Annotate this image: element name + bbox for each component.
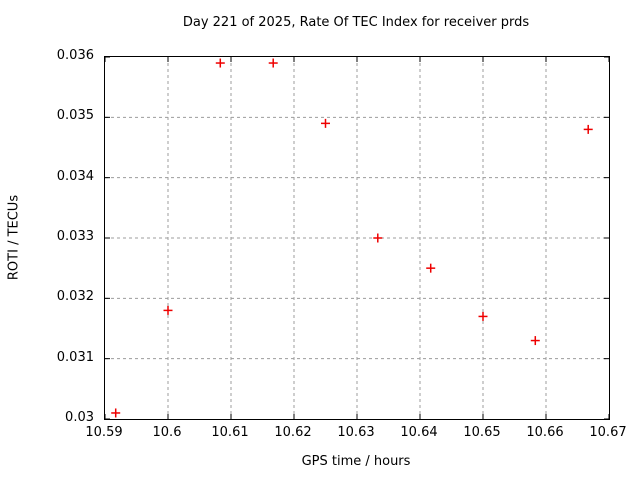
y-tick-label: 0.034 — [56, 168, 94, 184]
x-axis-label: GPS time / hours — [301, 454, 411, 469]
y-tick-label: 0.035 — [56, 108, 94, 124]
y-tick-label: 0.033 — [56, 229, 94, 244]
y-tick-label: 0.036 — [56, 48, 94, 63]
x-tick-label: 10.65 — [463, 425, 501, 440]
chart-title: Day 221 of 2025, Rate Of TEC Index for r… — [182, 15, 530, 30]
x-tick-label: 10.66 — [526, 425, 564, 440]
plot-area — [104, 56, 610, 420]
plot-svg — [105, 57, 609, 419]
x-tick-label: 10.6 — [152, 425, 182, 440]
x-tick-label: 10.63 — [337, 425, 375, 440]
x-tick-label: 10.59 — [85, 425, 123, 440]
x-tick-label: 10.67 — [589, 425, 627, 440]
y-tick-label: 0.031 — [56, 349, 94, 365]
x-tick-label: 10.62 — [274, 425, 312, 440]
y-tick-label: 0.03 — [65, 410, 94, 425]
x-tick-label: 10.61 — [211, 425, 249, 440]
x-tick-label: 10.64 — [400, 425, 438, 440]
y-tick-label: 0.032 — [56, 289, 94, 305]
y-axis-label: ROTI / TECUs — [6, 194, 22, 281]
